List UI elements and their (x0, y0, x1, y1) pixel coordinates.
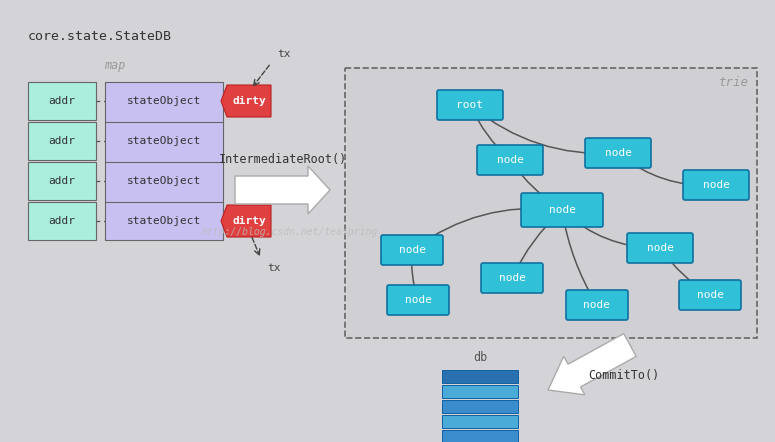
Text: node: node (697, 290, 724, 300)
Polygon shape (221, 205, 271, 237)
FancyBboxPatch shape (442, 385, 518, 398)
Text: node: node (398, 245, 425, 255)
Text: db: db (473, 351, 487, 364)
Polygon shape (221, 85, 271, 117)
FancyBboxPatch shape (521, 193, 603, 227)
FancyBboxPatch shape (28, 82, 96, 120)
Text: node: node (584, 300, 611, 310)
Text: stateObject: stateObject (127, 96, 202, 106)
FancyBboxPatch shape (481, 263, 543, 293)
Text: addr: addr (49, 96, 75, 106)
Text: addr: addr (49, 216, 75, 226)
Text: node: node (405, 295, 432, 305)
FancyBboxPatch shape (387, 285, 449, 315)
Polygon shape (548, 334, 636, 395)
Text: node: node (497, 155, 523, 165)
Text: node: node (604, 148, 632, 158)
FancyBboxPatch shape (627, 233, 693, 263)
Text: map: map (105, 59, 126, 72)
FancyBboxPatch shape (105, 82, 223, 240)
FancyBboxPatch shape (585, 138, 651, 168)
FancyBboxPatch shape (442, 430, 518, 442)
Text: addr: addr (49, 176, 75, 186)
Polygon shape (235, 166, 330, 214)
FancyBboxPatch shape (345, 68, 757, 338)
Text: stateObject: stateObject (127, 216, 202, 226)
Text: IntermediateRoot(): IntermediateRoot() (219, 153, 346, 166)
Text: tx: tx (267, 263, 281, 273)
Text: addr: addr (49, 136, 75, 146)
FancyBboxPatch shape (28, 122, 96, 160)
Text: node: node (646, 243, 673, 253)
Text: dirty: dirty (232, 216, 266, 226)
FancyBboxPatch shape (442, 415, 518, 428)
Text: tx: tx (277, 49, 291, 59)
Text: root: root (456, 100, 484, 110)
Text: stateObject: stateObject (127, 136, 202, 146)
Text: dirty: dirty (232, 96, 266, 106)
Text: trie: trie (719, 76, 749, 89)
Text: http://blog.csdn.net/teaspring: http://blog.csdn.net/teaspring (202, 227, 378, 237)
FancyBboxPatch shape (28, 162, 96, 200)
FancyBboxPatch shape (442, 370, 518, 383)
FancyBboxPatch shape (679, 280, 741, 310)
FancyBboxPatch shape (381, 235, 443, 265)
Text: node: node (549, 205, 576, 215)
Text: node: node (702, 180, 729, 190)
FancyBboxPatch shape (442, 400, 518, 413)
Text: stateObject: stateObject (127, 176, 202, 186)
Text: core.state.StateDB: core.state.StateDB (28, 30, 172, 43)
FancyBboxPatch shape (437, 90, 503, 120)
FancyBboxPatch shape (28, 202, 96, 240)
FancyBboxPatch shape (477, 145, 543, 175)
FancyBboxPatch shape (566, 290, 628, 320)
Text: node: node (498, 273, 525, 283)
Text: CommitTo(): CommitTo() (588, 369, 660, 381)
FancyBboxPatch shape (683, 170, 749, 200)
